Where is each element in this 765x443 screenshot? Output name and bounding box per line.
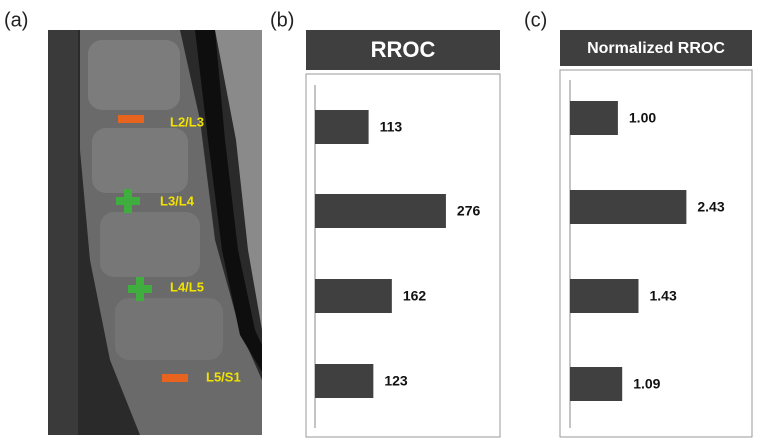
chart-title: Normalized RROC xyxy=(587,40,725,57)
value-label: 1.09 xyxy=(633,376,660,392)
value-label: 113 xyxy=(380,119,403,135)
minus-icon xyxy=(118,115,144,123)
plus-icon xyxy=(128,277,152,301)
title-box xyxy=(306,30,500,70)
value-label: 1.43 xyxy=(649,288,676,304)
plus-icon xyxy=(116,189,140,213)
value-label: 123 xyxy=(384,373,408,389)
bar xyxy=(570,190,687,224)
panel-label: (a) xyxy=(4,9,28,31)
bar xyxy=(315,279,392,313)
value-label: 276 xyxy=(457,203,481,219)
chart-title: RROC xyxy=(371,37,436,62)
panel-label: (b) xyxy=(270,9,294,31)
level-label: L4/L5 xyxy=(170,279,204,294)
bar xyxy=(315,364,374,398)
value-label: 162 xyxy=(403,288,427,304)
value-label: 2.43 xyxy=(697,199,724,215)
bar xyxy=(315,194,446,228)
minus-icon xyxy=(162,374,188,382)
panel-label: (c) xyxy=(524,9,547,31)
level-label: L2/L3 xyxy=(170,114,204,129)
level-label: L5/S1 xyxy=(206,369,241,384)
bar xyxy=(570,367,623,401)
value-label: 1.00 xyxy=(629,110,656,126)
mri-image xyxy=(48,30,262,435)
title-box xyxy=(560,30,752,66)
bar xyxy=(570,101,618,135)
bar xyxy=(315,110,369,144)
level-label: L3/L4 xyxy=(160,193,195,208)
bar xyxy=(570,279,639,313)
